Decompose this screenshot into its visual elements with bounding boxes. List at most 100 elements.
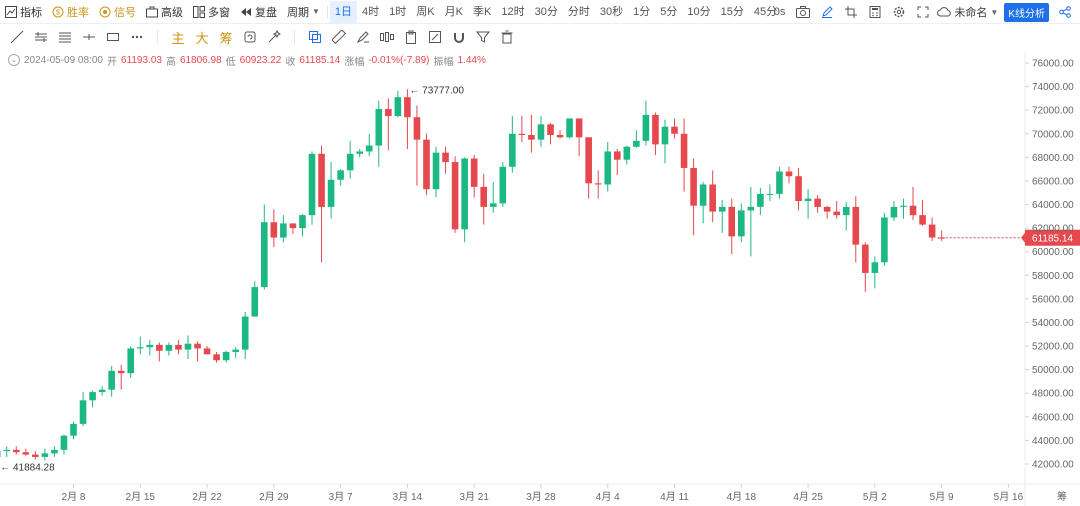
winrate-button[interactable]: $ 胜率 [47, 1, 94, 23]
tab-period-7[interactable]: 30分 [534, 5, 558, 18]
horizontal-line-icon[interactable] [78, 26, 100, 48]
parallel-lines-icon[interactable] [30, 26, 52, 48]
trendline-icon[interactable] [6, 26, 28, 48]
share-icon[interactable] [1056, 3, 1074, 21]
candle [108, 366, 115, 397]
layout-dropdown[interactable]: 未命名 ▼ [935, 1, 1000, 23]
tab-period-14[interactable]: 45分 [753, 5, 778, 18]
candle [184, 335, 192, 360]
trash-icon[interactable] [496, 26, 518, 48]
copy-icon[interactable] [304, 26, 326, 48]
candle-body [747, 206, 755, 211]
fibonacci-icon[interactable] [54, 26, 76, 48]
last-price-tag-arrow [1021, 232, 1025, 243]
tab-period-8[interactable]: 分时 [567, 5, 590, 18]
indicators-button[interactable]: 指标 [0, 1, 47, 23]
candle-pattern-icon[interactable] [376, 26, 398, 48]
candle [881, 212, 888, 266]
candle-body [757, 193, 764, 207]
tab-period-0[interactable]: 1日 [329, 0, 358, 23]
candle-body [41, 453, 49, 457]
candle [32, 451, 39, 460]
candle [489, 182, 497, 213]
candle-body [633, 140, 640, 147]
x-tick-label: 2月 22 [192, 491, 222, 503]
big-order-button[interactable]: 大 [195, 30, 209, 46]
candle-body [776, 171, 783, 194]
ruler-icon[interactable] [328, 26, 350, 48]
candle-body [795, 176, 802, 201]
more-icon[interactable] [126, 26, 148, 48]
tab-period-11[interactable]: 5分 [660, 5, 678, 18]
candle [633, 130, 640, 148]
candle-body [127, 348, 135, 374]
tab-period-5[interactable]: 季K [472, 5, 492, 18]
clipboard-icon[interactable] [400, 26, 422, 48]
tab-period-4[interactable]: 月K [444, 5, 463, 18]
candle [623, 145, 631, 165]
x-tick-label: 5月 2 [863, 491, 887, 503]
y-tick-label: 64000.00 [1032, 200, 1074, 211]
filter-icon[interactable] [472, 26, 494, 48]
candle [165, 342, 173, 356]
replay-button[interactable]: 复盘 [235, 1, 282, 23]
y-tick-label: 42000.00 [1032, 460, 1074, 471]
chip-distribution-button[interactable]: 筹 [219, 30, 233, 46]
rectangle-icon[interactable] [102, 26, 124, 48]
brush-icon[interactable] [352, 26, 374, 48]
multiwindow-button[interactable]: 多窗 [188, 1, 235, 23]
candle [652, 112, 659, 155]
x-tick-label: 2月 29 [259, 491, 289, 503]
signal-label: 信号 [114, 6, 136, 19]
kline-analysis-button[interactable]: K线分析 [1004, 2, 1049, 22]
candle [537, 116, 545, 147]
countdown-timer: 0s [773, 6, 786, 18]
tab-period-6[interactable]: 12时 [501, 5, 525, 18]
camera-icon[interactable] [794, 3, 812, 21]
period-dropdown[interactable]: 周期 ▼ [282, 1, 325, 23]
x-tick-label: 4月 4 [596, 491, 620, 503]
gear-icon[interactable] [890, 3, 908, 21]
candle [70, 421, 77, 440]
candle-body [928, 224, 936, 238]
tab-period-1[interactable]: 4时 [362, 5, 380, 18]
y-tick-label: 66000.00 [1032, 176, 1074, 187]
magic-wand-icon[interactable] [263, 26, 285, 48]
candle-body [289, 223, 297, 229]
crop-icon[interactable] [842, 3, 860, 21]
tab-period-3[interactable]: 周K [416, 5, 435, 18]
candle-body [136, 347, 144, 349]
candle-body [32, 454, 39, 457]
tab-period-2[interactable]: 1时 [389, 5, 407, 18]
refresh-icon[interactable] [239, 26, 261, 48]
candle [194, 341, 201, 362]
candle [613, 149, 621, 176]
candle-body [728, 206, 736, 237]
note-icon[interactable] [424, 26, 446, 48]
fullscreen-icon[interactable] [914, 3, 932, 21]
candle [146, 340, 154, 356]
signal-button[interactable]: 信号 [94, 1, 141, 23]
candle [757, 188, 764, 216]
main-chip-button[interactable]: 主 [171, 30, 185, 46]
candle-body [766, 193, 774, 195]
candle [60, 434, 68, 455]
layout-name: 未命名 [954, 7, 988, 19]
pencil-icon[interactable] [818, 3, 836, 21]
y-tick-label: 44000.00 [1032, 436, 1074, 447]
candle [566, 118, 573, 139]
tab-period-10[interactable]: 1分 [633, 5, 651, 18]
candle [423, 133, 430, 196]
tab-period-9[interactable]: 30秒 [599, 5, 624, 18]
advanced-button[interactable]: 高级 [141, 1, 188, 23]
collapse-icon[interactable]: ⌄ [8, 54, 20, 66]
calculator-icon[interactable] [866, 3, 884, 21]
candle [222, 350, 230, 363]
candle-body [117, 370, 125, 374]
open-label: 开 [106, 56, 117, 68]
tab-period-13[interactable]: 15分 [720, 5, 744, 18]
magnet-icon[interactable] [448, 26, 470, 48]
candle [127, 346, 135, 378]
tab-period-12[interactable]: 10分 [687, 5, 711, 18]
